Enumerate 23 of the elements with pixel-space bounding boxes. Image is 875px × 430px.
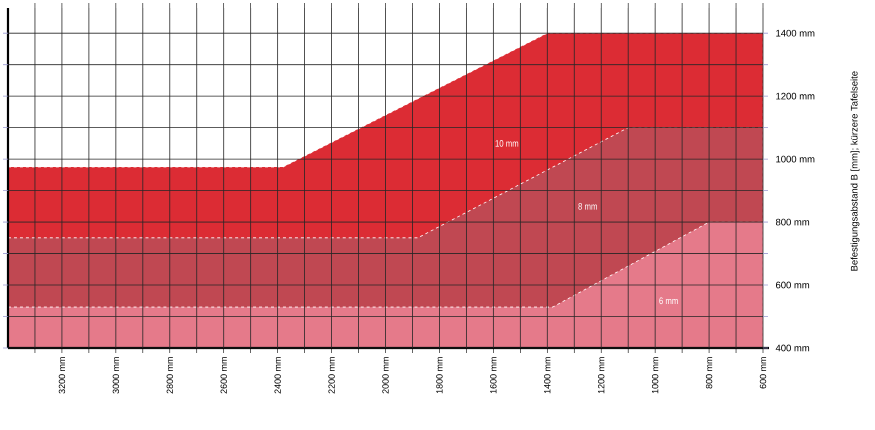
series-label: 6 mm	[659, 297, 678, 304]
x-tick-label: 2600 mm	[220, 357, 227, 394]
x-tick-label: 2400 mm	[274, 357, 281, 394]
x-tick-label: 2000 mm	[382, 357, 389, 394]
y-tick-label: 800 mm	[776, 218, 810, 226]
x-tick-label: 1400 mm	[544, 357, 550, 394]
series-label: 8 mm	[578, 202, 597, 210]
y-tick-label: 400 mm	[776, 344, 810, 352]
y-tick-label: 1400 mm	[776, 30, 814, 37]
x-tick-label: 2200 mm	[328, 357, 335, 394]
x-tick-label: 1800 mm	[436, 357, 443, 394]
series-label: 10 mm	[496, 140, 518, 147]
x-tick-label: 2800 mm	[166, 357, 173, 394]
y-axis-title: Befestigungsabstand B [mm]; kürzere Tafelseite	[850, 71, 860, 271]
x-tick-label: 800 mm	[706, 357, 712, 389]
y-tick-label: 1200 mm	[776, 92, 814, 100]
x-tick-label: 3000 mm	[112, 357, 120, 394]
x-tick-label: 3200 mm	[58, 357, 66, 394]
y-tick-label: 1000 mm	[776, 156, 814, 162]
x-tick-label: 1000 mm	[652, 357, 658, 394]
y-tick-label: 600 mm	[776, 282, 810, 288]
x-tick-label: 1600 mm	[490, 357, 497, 394]
x-tick-label: 1200 mm	[598, 357, 604, 394]
